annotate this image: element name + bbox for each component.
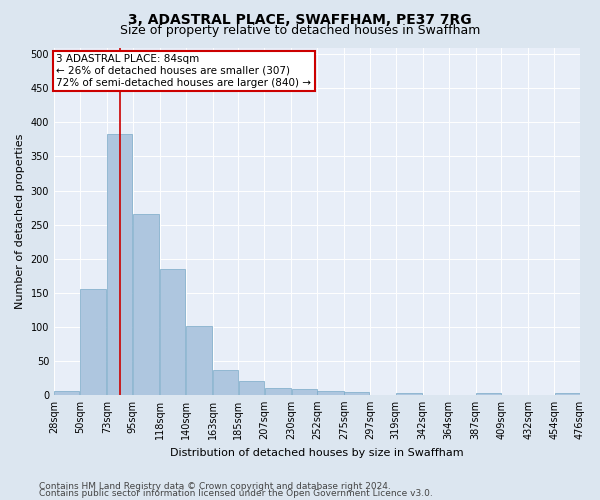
Bar: [213, 370, 238, 395]
Bar: [292, 390, 317, 395]
Bar: [554, 393, 580, 395]
Bar: [133, 214, 159, 395]
Bar: [55, 392, 79, 395]
Bar: [265, 388, 291, 395]
Bar: [396, 393, 422, 395]
Bar: [107, 134, 133, 395]
Bar: [476, 393, 501, 395]
Text: 3, ADASTRAL PLACE, SWAFFHAM, PE37 7RG: 3, ADASTRAL PLACE, SWAFFHAM, PE37 7RG: [128, 12, 472, 26]
Bar: [317, 392, 344, 395]
Y-axis label: Number of detached properties: Number of detached properties: [15, 134, 25, 309]
Text: 3 ADASTRAL PLACE: 84sqm
← 26% of detached houses are smaller (307)
72% of semi-d: 3 ADASTRAL PLACE: 84sqm ← 26% of detache…: [56, 54, 311, 88]
Text: Contains HM Land Registry data © Crown copyright and database right 2024.: Contains HM Land Registry data © Crown c…: [39, 482, 391, 491]
Bar: [344, 392, 370, 395]
Text: Size of property relative to detached houses in Swaffham: Size of property relative to detached ho…: [120, 24, 480, 37]
Bar: [186, 326, 212, 395]
Text: Contains public sector information licensed under the Open Government Licence v3: Contains public sector information licen…: [39, 489, 433, 498]
Bar: [80, 290, 106, 395]
X-axis label: Distribution of detached houses by size in Swaffham: Distribution of detached houses by size …: [170, 448, 464, 458]
Bar: [239, 381, 264, 395]
Bar: [160, 269, 185, 395]
